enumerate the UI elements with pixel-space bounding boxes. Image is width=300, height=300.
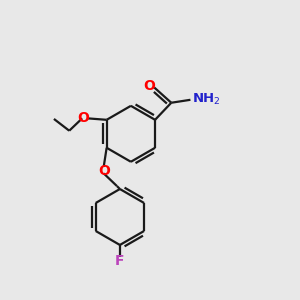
Text: NH$_2$: NH$_2$ bbox=[192, 92, 221, 107]
Text: O: O bbox=[99, 164, 110, 178]
Text: F: F bbox=[115, 254, 124, 268]
Text: O: O bbox=[143, 79, 155, 93]
Text: O: O bbox=[78, 111, 90, 125]
